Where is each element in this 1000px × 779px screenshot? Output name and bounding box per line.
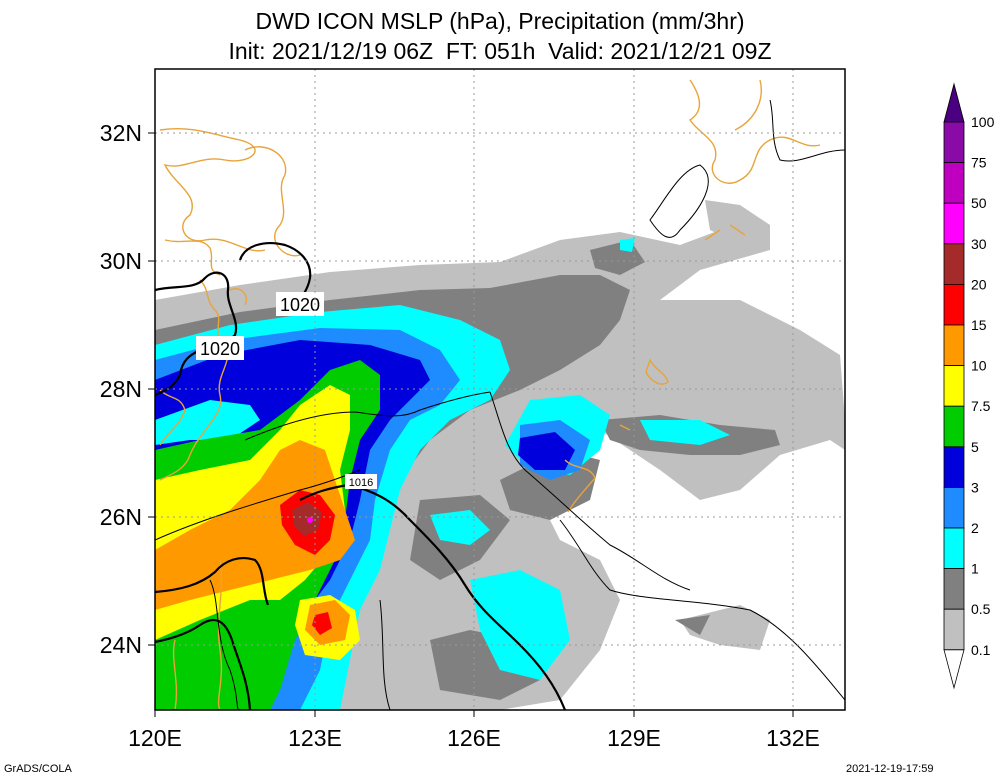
- colorbar-label: 1: [971, 561, 979, 577]
- colorbar-swatch: [943, 243, 965, 285]
- colorbar-label: 0.5: [971, 601, 991, 617]
- colorbar-swatch: [943, 162, 965, 204]
- colorbar-top-arrow: [943, 82, 965, 123]
- colorbar-label: 15: [971, 317, 987, 333]
- colorbar-label: 7.5: [971, 398, 991, 414]
- colorbar-label: 2: [971, 520, 979, 536]
- colorbar-swatch: [943, 324, 965, 366]
- colorbar-swatch: [943, 446, 965, 488]
- colorbar-bottom-arrow: [943, 649, 965, 690]
- lat-label: 28N: [100, 376, 142, 402]
- isobar-labels: 1020 1020 1016: [196, 292, 377, 489]
- colorbar-swatch: [943, 405, 965, 448]
- lat-label: 24N: [100, 632, 142, 658]
- colorbar-swatch: [943, 365, 965, 407]
- coastlines: [159, 79, 821, 710]
- colorbar-swatch: [943, 568, 965, 610]
- colorbar-label: 20: [971, 276, 987, 292]
- colorbar-swatch: [943, 527, 965, 569]
- lon-label: 123E: [288, 725, 342, 751]
- colorbar-swatch: [943, 283, 965, 326]
- gridlines: [155, 69, 845, 710]
- lon-label: 129E: [607, 725, 661, 751]
- boundaries: [155, 99, 845, 710]
- lon-label: 126E: [447, 725, 501, 751]
- colorbar-swatch: [943, 608, 965, 651]
- colorbar-label: 0.1: [971, 642, 991, 658]
- colorbar-label: 3: [971, 479, 979, 495]
- map-subtitle: Init: 2021/12/19 06Z FT: 051h Valid: 202…: [228, 38, 772, 64]
- colorbar-label: 100: [971, 114, 995, 130]
- footer-timestamp: 2021-12-19-17:59: [846, 763, 934, 775]
- map-title: DWD ICON MSLP (hPa), Precipitation (mm/3…: [255, 8, 745, 34]
- precipitation-field: [155, 200, 845, 710]
- lon-label: 132E: [766, 725, 820, 751]
- lat-label: 32N: [100, 120, 142, 146]
- colorbar-swatch: [943, 486, 965, 529]
- colorbar: 100 75 50 30 20 15 10 7.5 5 3 2 1 0.5 0.1: [943, 82, 995, 690]
- lat-label: 26N: [100, 504, 142, 530]
- colorbar-label: 75: [971, 155, 987, 171]
- isobar-label: 1020: [280, 295, 320, 315]
- lat-label: 30N: [100, 248, 142, 274]
- colorbar-label: 50: [971, 195, 987, 211]
- colorbar-label: 30: [971, 236, 987, 252]
- colorbar-swatch: [943, 121, 965, 163]
- isobar-label: 1016: [349, 477, 373, 489]
- tick-marks: [148, 132, 794, 717]
- footer-credit: GrADS/COLA: [4, 763, 72, 775]
- longitude-labels: 120E 123E 126E 129E 132E: [128, 725, 820, 751]
- colorbar-label: 5: [971, 439, 979, 455]
- latitude-labels: 32N 30N 28N 26N 24N: [100, 120, 142, 658]
- isobar-label: 1020: [200, 339, 240, 359]
- colorbar-label: 10: [971, 358, 987, 374]
- lon-label: 120E: [128, 725, 182, 751]
- colorbar-swatch: [943, 202, 965, 245]
